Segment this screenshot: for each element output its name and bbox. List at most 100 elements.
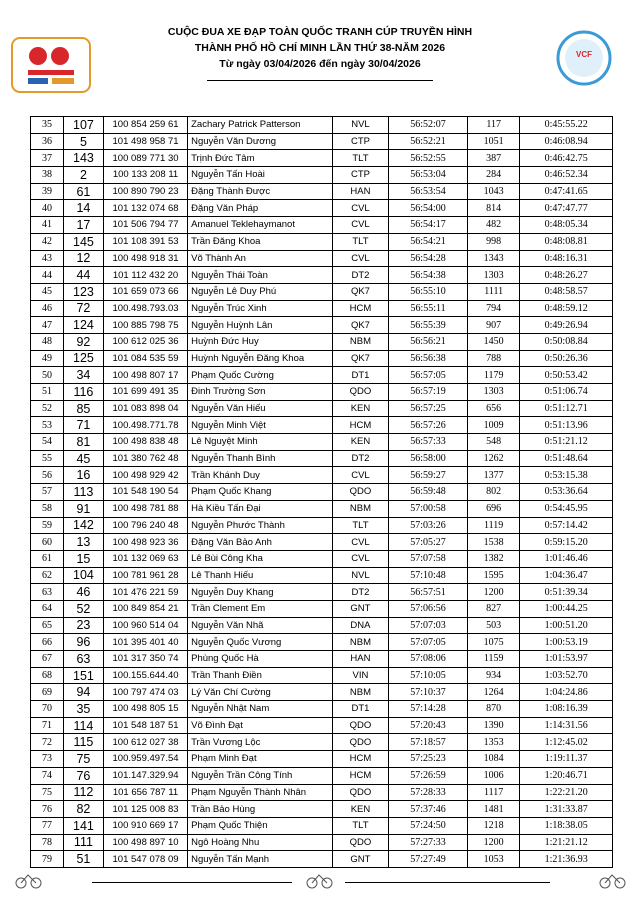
- time-cell: 57:05:27: [388, 533, 468, 551]
- uci-cell: 101 547 078 09: [102, 850, 189, 868]
- team-cell: NBM: [331, 499, 390, 518]
- table-row: 47 124 100 885 798 75 Nguyễn Huỳnh Lân QK7 56…: [30, 316, 613, 334]
- time-cell: 56:54:17: [388, 216, 468, 234]
- uci-cell: 101 656 787 11: [102, 783, 189, 802]
- team-cell: QDO: [331, 733, 390, 752]
- table-row: 79 51 101 547 078 09 Nguyễn Tấn Mạnh GNT 57:2…: [30, 850, 613, 868]
- bib-cell: 71: [62, 416, 104, 435]
- team-cell: QDO: [331, 783, 390, 802]
- uci-cell: 101 380 762 48: [102, 449, 189, 468]
- name-cell: Trần Thanh Điền: [187, 666, 333, 685]
- bib-cell: 13: [62, 533, 104, 551]
- table-row: 36 5 101 498 958 71 Nguyễn Văn Dương CTP 56:5…: [30, 132, 613, 151]
- name-cell: Nguyễn Tấn Mạnh: [187, 850, 333, 868]
- team-cell: CVL: [331, 466, 390, 485]
- name-cell: Trần Bảo Hùng: [187, 800, 333, 818]
- bib-cell: 114: [62, 716, 104, 735]
- bib-cell: 14: [62, 199, 104, 218]
- table-row: 38 2 100 133 208 11 Nguyễn Tấn Hoài CTP 56:53…: [30, 166, 613, 184]
- time-cell: 57:26:59: [388, 766, 468, 785]
- bib-cell: 2: [62, 166, 104, 184]
- points-cell: 1450: [466, 332, 521, 351]
- bib-cell: 44: [62, 266, 104, 284]
- rank-cell: 71: [30, 716, 64, 735]
- points-cell: 1481: [466, 800, 521, 818]
- time-cell: 56:53:54: [388, 182, 468, 201]
- name-cell: Phạm Minh Đạt: [187, 750, 333, 768]
- points-cell: 1159: [466, 650, 521, 668]
- time-cell: 56:55:39: [388, 316, 468, 334]
- points-cell: 802: [466, 483, 521, 501]
- time-cell: 57:18:57: [388, 733, 468, 752]
- time-cell: 57:10:05: [388, 666, 468, 685]
- table-row: 44 44 101 112 432 20 Nguyễn Thái Toàn DT2 56:…: [30, 266, 613, 284]
- points-cell: 1303: [466, 383, 521, 401]
- time-cell: 57:07:05: [388, 633, 468, 651]
- table-row: 60 13 100 498 923 36 Đặng Văn Bảo Anh CVL 57:…: [30, 533, 613, 551]
- footer-icon: [15, 874, 42, 889]
- rank-cell: 64: [30, 599, 64, 618]
- rank-cell: 56: [30, 466, 64, 485]
- bib-cell: 145: [62, 232, 104, 251]
- bib-cell: 115: [62, 733, 104, 752]
- name-cell: Đặng Văn Bảo Anh: [187, 533, 333, 551]
- name-cell: Ngô Hoàng Nhu: [187, 833, 333, 852]
- name-cell: Đặng Thành Được: [187, 182, 333, 201]
- table-row: 52 85 101 083 898 04 Nguyễn Văn Hiếu KEN 56:5…: [30, 399, 613, 418]
- table-row: 56 16 100 498 929 42 Trần Khánh Duy CVL 56:59…: [30, 466, 613, 485]
- team-cell: CVL: [331, 549, 390, 568]
- points-cell: 998: [466, 232, 521, 251]
- uci-cell: 101 108 391 53: [102, 232, 189, 251]
- time-cell: 57:27:49: [388, 850, 468, 868]
- table-row: 59 142 100 796 240 48 Nguyễn Phước Thành TLT…: [30, 516, 613, 535]
- table-row: 61 15 101 132 069 63 Lê Bùi Công Kha CVL 57:0…: [30, 549, 613, 568]
- time-cell: 56:58:00: [388, 449, 468, 468]
- name-cell: Zachary Patrick Patterson: [187, 116, 333, 134]
- team-cell: TLT: [331, 516, 390, 535]
- time-cell: 56:54:38: [388, 266, 468, 284]
- name-cell: Amanuel Teklehaymanot: [187, 216, 333, 234]
- rank-cell: 53: [30, 416, 64, 435]
- bib-cell: 51: [62, 850, 104, 868]
- gap-cell: 1:31:33.87: [519, 800, 613, 818]
- time-cell: 57:10:37: [388, 683, 468, 702]
- gap-cell: 0:57:14.42: [519, 516, 613, 535]
- time-cell: 57:27:33: [388, 833, 468, 852]
- table-row: 68 151 100.155.644.40 Trần Thanh Điền VIN 57:…: [30, 666, 613, 685]
- bib-cell: 72: [62, 299, 104, 318]
- name-cell: Phạm Quốc Khang: [187, 483, 333, 501]
- points-cell: 788: [466, 349, 521, 368]
- uci-cell: 100 612 025 36: [102, 332, 189, 351]
- points-cell: 814: [466, 199, 521, 218]
- left-logo: [11, 37, 91, 93]
- uci-cell: 101 125 008 83: [102, 800, 189, 818]
- team-cell: DT2: [331, 583, 390, 601]
- bib-cell: 143: [62, 149, 104, 168]
- points-cell: 1111: [466, 282, 521, 301]
- time-cell: 56:57:05: [388, 366, 468, 384]
- bib-cell: 63: [62, 650, 104, 668]
- team-cell: KEN: [331, 399, 390, 418]
- uci-cell: 101 132 074 68: [102, 199, 189, 218]
- table-row: 55 45 101 380 762 48 Nguyễn Thanh Bình DT2 56…: [30, 449, 613, 468]
- time-cell: 56:55:10: [388, 282, 468, 301]
- table-row: 72 115 100 612 027 38 Trần Vương Lộc QDO 57:1…: [30, 733, 613, 752]
- gap-cell: 1:04:24.86: [519, 683, 613, 702]
- bib-cell: 104: [62, 566, 104, 585]
- bib-cell: 23: [62, 616, 104, 635]
- table-row: 43 12 100 498 918 31 Võ Thành An CVL 56:54:28…: [30, 249, 613, 268]
- name-cell: Nguyễn Quốc Vương: [187, 633, 333, 651]
- gap-cell: 1:04:36.47: [519, 566, 613, 585]
- gap-cell: 0:51:06.74: [519, 383, 613, 401]
- gap-cell: 1:20:46.71: [519, 766, 613, 785]
- team-cell: HAN: [331, 650, 390, 668]
- name-cell: Võ Thành An: [187, 249, 333, 268]
- rank-cell: 57: [30, 483, 64, 501]
- gap-cell: 0:48:26.27: [519, 266, 613, 284]
- table-row: 70 35 100 498 805 15 Nguyễn Nhật Nam DT1 57:1…: [30, 700, 613, 718]
- time-cell: 57:07:58: [388, 549, 468, 568]
- rank-cell: 35: [30, 116, 64, 134]
- rank-cell: 75: [30, 783, 64, 802]
- table-row: 66 96 101 395 401 40 Nguyễn Quốc Vương NBM 57…: [30, 633, 613, 651]
- rank-cell: 48: [30, 332, 64, 351]
